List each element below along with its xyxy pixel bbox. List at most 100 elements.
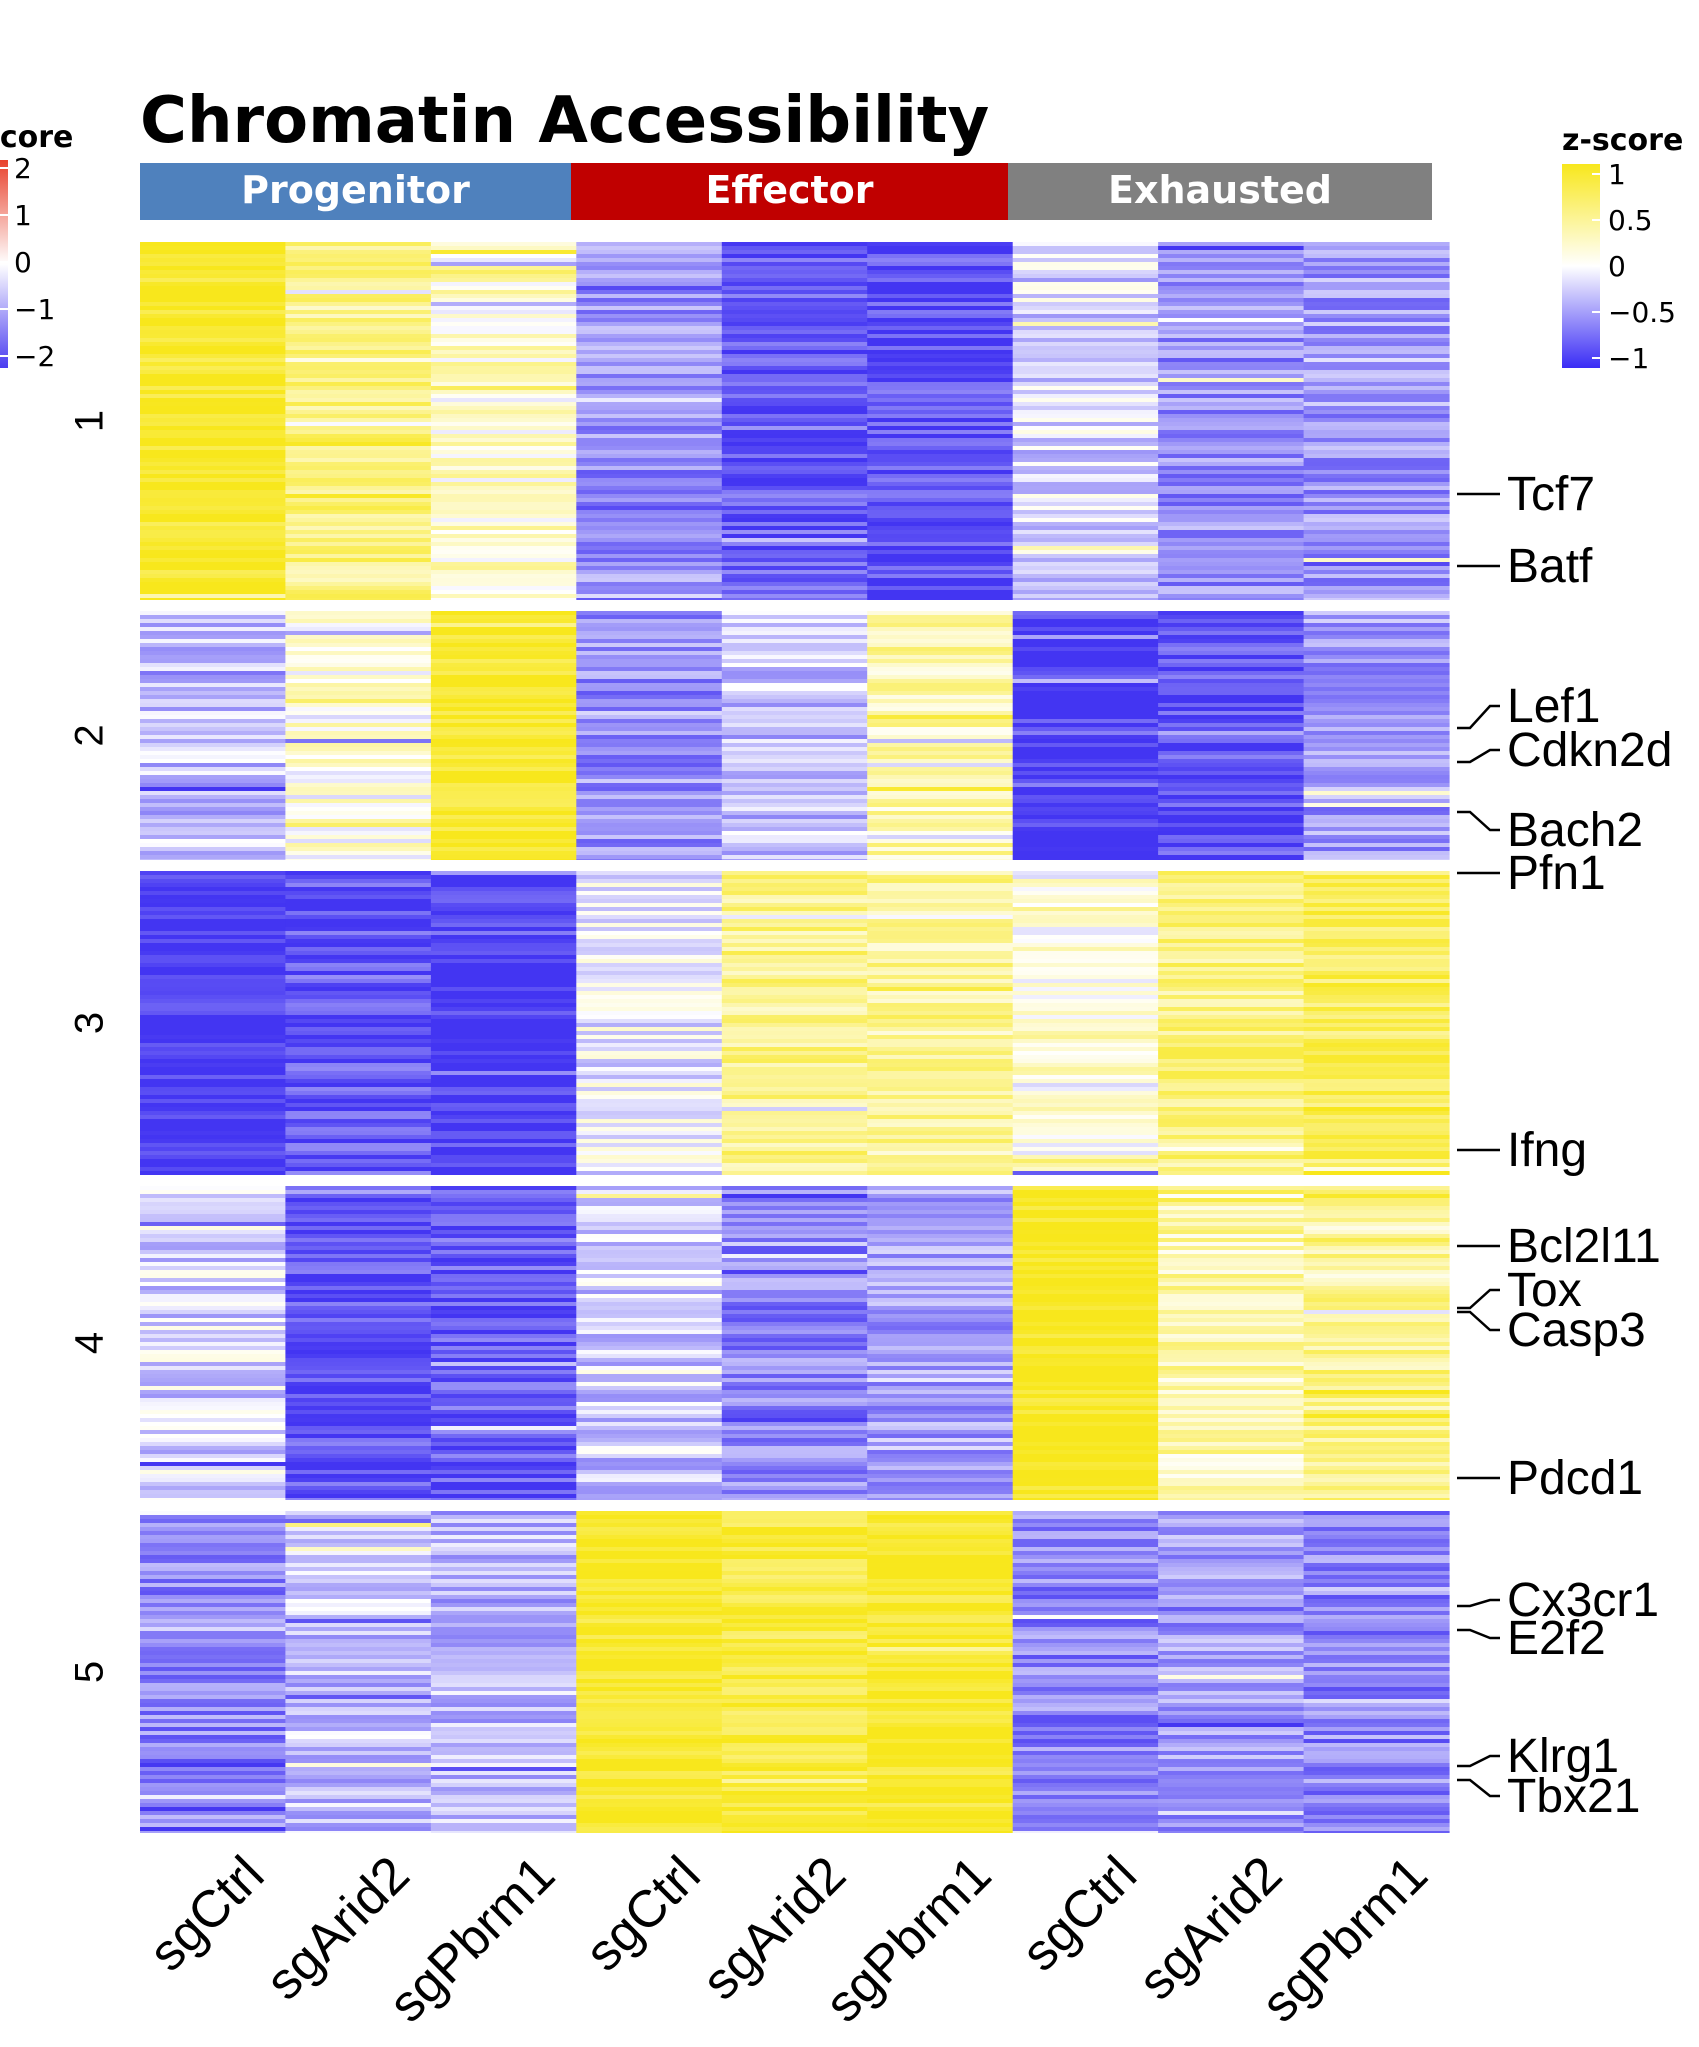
heatmap-cell (430, 979, 577, 983)
heatmap-cell (867, 1107, 1014, 1111)
heatmap-cell (576, 1434, 723, 1438)
heatmap-cell (1303, 1719, 1450, 1723)
heatmap-cell (140, 1075, 286, 1079)
heatmap-cell (285, 1819, 432, 1823)
heatmap-cell (576, 1003, 723, 1007)
heatmap-cell (1012, 1763, 1159, 1767)
heatmap-cell (430, 1446, 577, 1450)
heatmap-cell (140, 1131, 286, 1135)
heatmap-cell (1012, 1739, 1159, 1743)
heatmap-cell (430, 274, 577, 278)
heatmap-cell (576, 598, 723, 600)
heatmap-cell (1303, 510, 1450, 514)
heatmap-cell (721, 667, 868, 671)
heatmap-cell (1303, 907, 1450, 911)
heatmap-cell (576, 1406, 723, 1410)
heatmap-cell (430, 975, 577, 979)
heatmap-cell (1012, 751, 1159, 755)
heatmap-cell (430, 891, 577, 895)
heatmap-cell (1012, 318, 1159, 322)
heatmap-cell (1158, 1454, 1305, 1458)
heatmap-cell (1303, 1370, 1450, 1374)
heatmap-cell (430, 1699, 577, 1703)
heatmap-cell (721, 875, 868, 879)
heatmap-cell (721, 843, 868, 847)
heatmap-cell (1158, 1218, 1305, 1222)
heatmap-cell (140, 1390, 286, 1394)
heatmap-cell (430, 1695, 577, 1699)
heatmap-cell (1303, 526, 1450, 530)
heatmap-cell (576, 1354, 723, 1358)
heatmap-cell (1012, 414, 1159, 418)
heatmap-cell (867, 1198, 1014, 1202)
heatmap-cell (576, 306, 723, 310)
heatmap-cell (285, 250, 432, 254)
heatmap-cell (285, 1587, 432, 1591)
heatmap-cell (721, 855, 868, 859)
heatmap-cell (1158, 1675, 1305, 1679)
heatmap-cell (867, 651, 1014, 655)
heatmap-cell (140, 1147, 286, 1151)
heatmap-cell (285, 254, 432, 258)
heatmap-cell (140, 1827, 286, 1831)
heatmap-cell (430, 715, 577, 719)
heatmap-cell (1158, 470, 1305, 474)
heatmap-cell (285, 643, 432, 647)
heatmap-cell (1012, 1470, 1159, 1474)
heatmap-cell (1303, 947, 1450, 951)
heatmap-cell (140, 446, 286, 450)
heatmap-cell (140, 1043, 286, 1047)
heatmap-cell (721, 1515, 868, 1519)
heatmap-cell (576, 1222, 723, 1226)
heatmap-cell (721, 1679, 868, 1683)
heatmap-cell (867, 1039, 1014, 1043)
heatmap-cell (1158, 1238, 1305, 1242)
heatmap-cell (1303, 1079, 1450, 1083)
heatmap-cell (576, 354, 723, 358)
heatmap-cell (1158, 518, 1305, 522)
heatmap-cell (576, 995, 723, 999)
heatmap-cell (1158, 302, 1305, 306)
heatmap-cell (576, 1595, 723, 1599)
heatmap-cell (430, 566, 577, 570)
heatmap-cell (1158, 502, 1305, 506)
heatmap-cell (285, 1711, 432, 1715)
heatmap-cell (1158, 939, 1305, 943)
heatmap-cell (285, 915, 432, 919)
legend-tick-label: −1 (14, 293, 55, 326)
heatmap-cell (140, 1707, 286, 1711)
heatmap-cell (1158, 643, 1305, 647)
column-group-bar-effector (571, 163, 1008, 220)
heatmap-cell (867, 727, 1014, 731)
heatmap-cell (1303, 270, 1450, 274)
heatmap-cell (1303, 314, 1450, 318)
heatmap-cell (285, 707, 432, 711)
heatmap-cell (430, 306, 577, 310)
heatmap-cell (430, 450, 577, 454)
heatmap-cell (576, 1494, 723, 1498)
heatmap-cell (285, 615, 432, 619)
heatmap-cell (867, 915, 1014, 919)
heatmap-cell (1303, 322, 1450, 326)
heatmap-cell (576, 811, 723, 815)
heatmap-cell (867, 306, 1014, 310)
heatmap-cell (140, 1254, 286, 1258)
heatmap-cell (140, 967, 286, 971)
heatmap-cell (576, 250, 723, 254)
heatmap-cell (721, 562, 868, 566)
heatmap-cell (285, 795, 432, 799)
heatmap-cell (430, 1198, 577, 1202)
heatmap-cell (1012, 1827, 1159, 1831)
heatmap-cell (285, 502, 432, 506)
heatmap-cell (1012, 486, 1159, 490)
heatmap-cell (576, 1490, 723, 1494)
heatmap-cell (430, 1583, 577, 1587)
heatmap-cell (867, 1131, 1014, 1135)
heatmap-cell (867, 1747, 1014, 1751)
heatmap-cell (1303, 286, 1450, 290)
heatmap-cell (1158, 675, 1305, 679)
heatmap-cell (1158, 1374, 1305, 1378)
heatmap-cell (867, 1498, 1014, 1500)
heatmap-cell (140, 1410, 286, 1414)
heatmap-cell (1158, 1595, 1305, 1599)
